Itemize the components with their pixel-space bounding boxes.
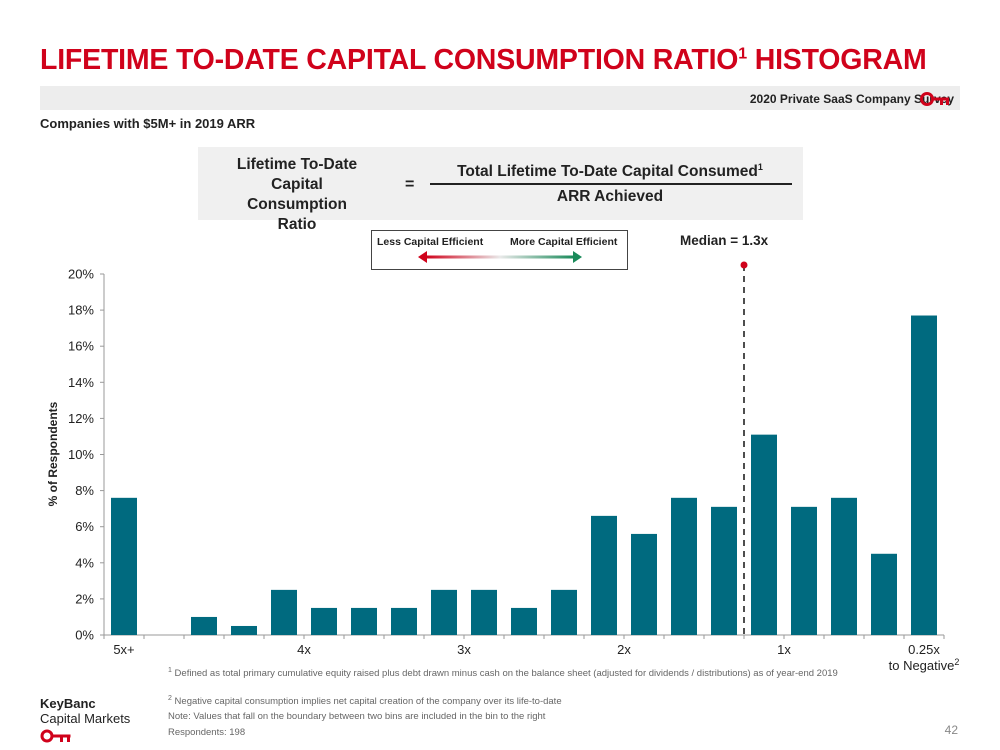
median-label: Median = 1.3x	[680, 233, 769, 248]
histogram-bar	[911, 315, 937, 635]
formula-left-term: Lifetime To-Date Capital Consumption Rat…	[236, 156, 358, 233]
y-tick-label: 20%	[68, 267, 94, 282]
respondents-count: Respondents: 198	[168, 727, 246, 738]
y-tick-label: 10%	[68, 447, 94, 462]
efficiency-legend	[371, 230, 628, 270]
x-tick-label: 3x	[457, 642, 471, 657]
logo-text: KeyBanc	[40, 696, 96, 711]
y-tick-label: 2%	[75, 591, 94, 606]
survey-label: 2020 Private SaaS Company Survey	[749, 92, 954, 106]
y-tick-label: 12%	[68, 411, 94, 426]
histogram-bar	[111, 497, 137, 635]
histogram-bar	[871, 553, 897, 635]
histogram-bar	[311, 607, 337, 635]
histogram-bar	[231, 625, 257, 635]
y-tick-label: 6%	[75, 519, 94, 534]
x-tick-label: 2x	[617, 642, 631, 657]
y-tick-label: 0%	[75, 628, 94, 643]
median-dot	[740, 261, 748, 269]
x-tick-label: 4x	[297, 642, 311, 657]
formula-denominator: ARR Achieved	[556, 188, 664, 205]
histogram-bar	[831, 497, 857, 635]
x-tick-label: to Negative2	[889, 657, 960, 673]
logo-subtext: Capital Markets	[40, 711, 131, 726]
survey-banner	[40, 86, 960, 110]
page-number: 42	[944, 723, 958, 737]
y-tick-label: 14%	[68, 375, 94, 390]
histogram-bar	[751, 434, 777, 635]
page-title: LIFETIME TO-DATE CAPITAL CONSUMPTION RAT…	[40, 44, 927, 76]
histogram-bar	[271, 589, 297, 635]
y-tick-label: 16%	[68, 339, 94, 354]
histogram-bar	[471, 589, 497, 635]
x-tick-label: 1x	[777, 642, 791, 657]
x-tick-label: 0.25x	[908, 642, 940, 657]
footnote-1: 1 Defined as total primary cumulative eq…	[168, 667, 838, 680]
chart-subtitle: Companies with $5M+ in 2019 ARR	[40, 116, 256, 131]
formula-equals: =	[405, 176, 415, 193]
bars	[111, 315, 937, 635]
y-axis-label: % of Respondents	[46, 401, 60, 507]
histogram-bar	[551, 589, 577, 635]
histogram-bar	[191, 616, 217, 635]
histogram-bar	[391, 607, 417, 635]
median-marker	[740, 261, 748, 635]
histogram-bar	[711, 506, 737, 635]
y-tick-label: 18%	[68, 303, 94, 318]
fraction-line	[430, 183, 792, 185]
histogram-bar	[351, 607, 377, 635]
footnote-2: 2 Negative capital consumption implies n…	[168, 695, 562, 708]
more-efficient-label: More Capital Efficient	[510, 236, 618, 248]
key-logo-icon	[40, 729, 71, 743]
efficiency-arrow-icon	[418, 251, 582, 263]
histogram-bar	[431, 589, 457, 635]
key-icon	[920, 92, 949, 106]
histogram-bar	[671, 497, 697, 635]
x-tick-label: 5x+	[113, 642, 134, 657]
histogram-bar	[511, 607, 537, 635]
y-tick-label: 8%	[75, 483, 94, 498]
less-efficient-label: Less Capital Efficient	[377, 236, 484, 248]
footnote-note: Note: Values that fall on the boundary b…	[168, 711, 546, 722]
y-tick-label: 4%	[75, 555, 94, 570]
formula-numerator: Total Lifetime To-Date Capital Consumed1	[457, 162, 763, 181]
histogram-bar	[591, 515, 617, 635]
histogram-bar	[791, 506, 817, 635]
histogram-bar	[631, 533, 657, 635]
